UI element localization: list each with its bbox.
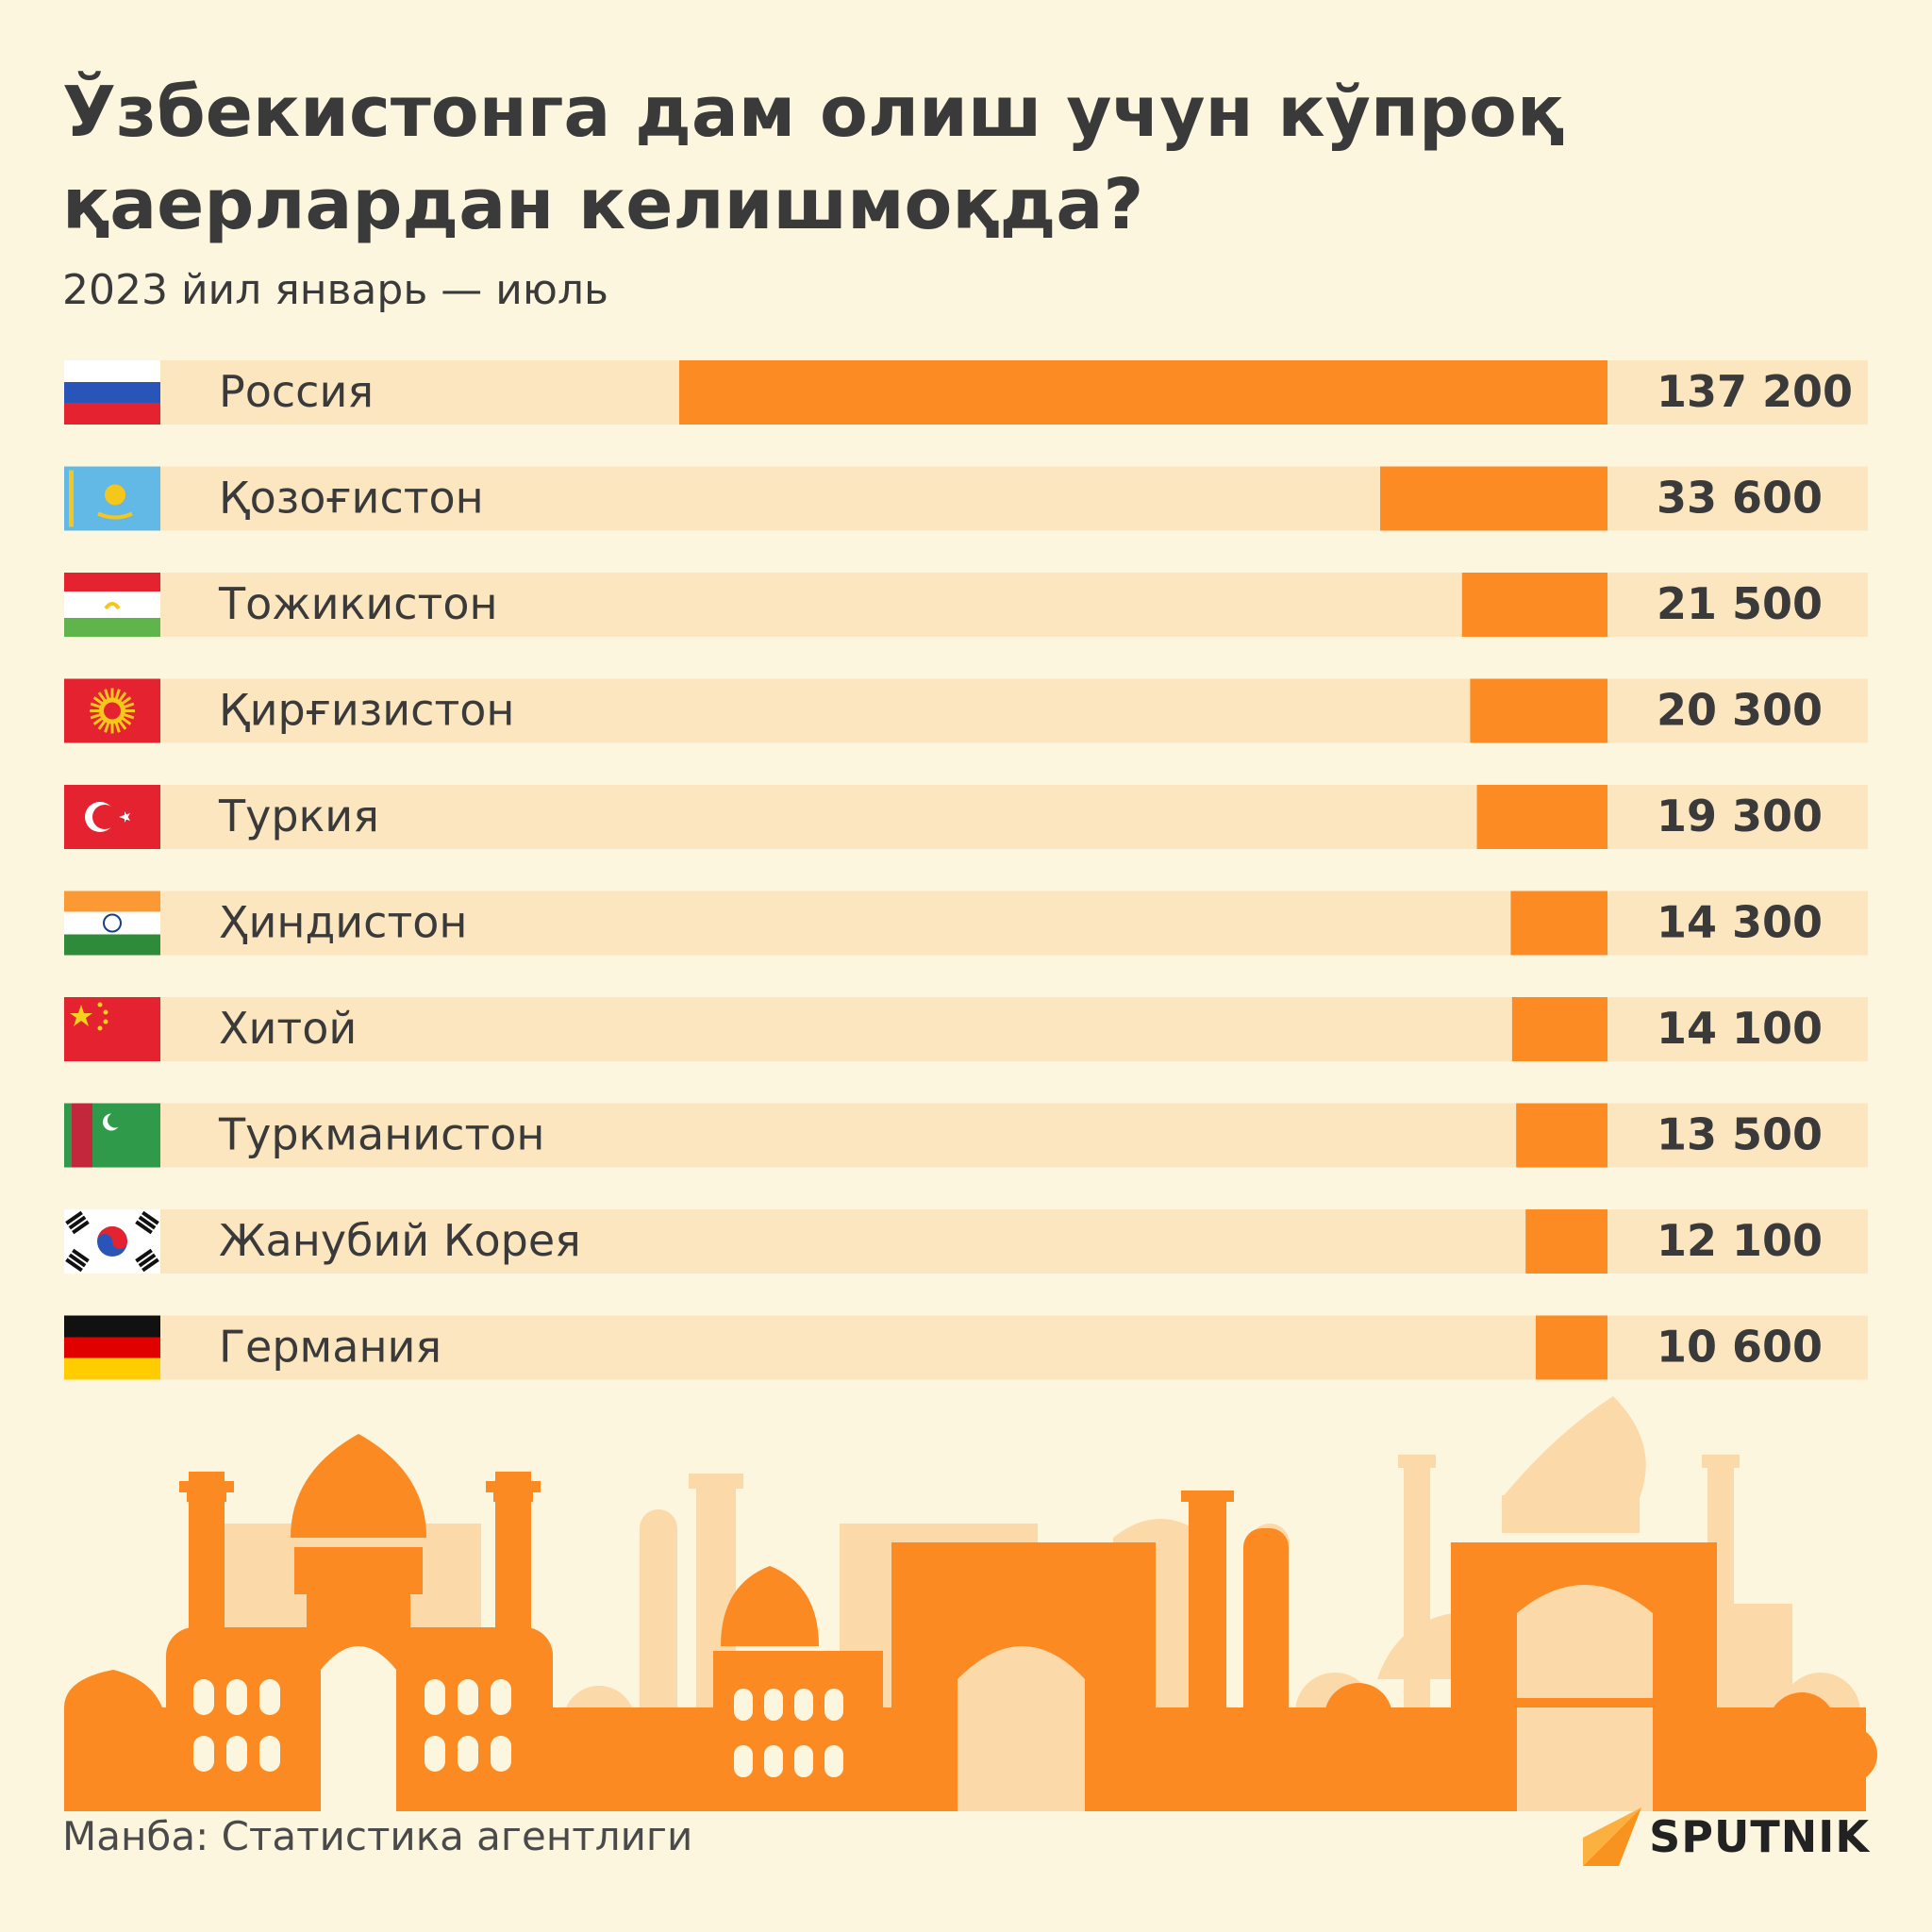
bar <box>679 360 1607 425</box>
india-flag <box>64 891 160 956</box>
bar <box>1461 573 1607 637</box>
kazakhstan-flag <box>64 466 160 531</box>
category-label: Тожикистон <box>218 578 498 629</box>
chart-row: Ҳиндистон 14 300 <box>64 891 1868 956</box>
value-label: 12 100 <box>1657 1215 1823 1266</box>
category-label: Жанубий Корея <box>219 1215 581 1266</box>
value-label: 14 300 <box>1657 897 1823 948</box>
value-label: 10 600 <box>1657 1322 1823 1373</box>
bar <box>1470 678 1607 743</box>
bar <box>1516 1103 1607 1168</box>
bar <box>1510 891 1607 956</box>
category-label: Қирғизистон <box>219 685 514 736</box>
category-label: Ҳиндистон <box>219 897 468 948</box>
value-label: 19 300 <box>1657 791 1823 841</box>
logo-text: SPUTNIK <box>1649 1811 1870 1862</box>
value-label: 21 500 <box>1657 578 1823 629</box>
category-label: Қозоғистон <box>219 473 484 524</box>
chart-row: Қозоғистон 33 600 <box>64 466 1868 531</box>
chart-row: Хитой 14 100 <box>64 997 1868 1061</box>
russia-flag <box>64 360 160 425</box>
south-korea-flag <box>64 1209 160 1274</box>
bar <box>1380 466 1607 531</box>
skyline-windows <box>193 1585 1653 1811</box>
chart-title: Ўзбекистонга дам олиш учун кўпроқ қаерла… <box>62 72 1565 245</box>
chart-row: Россия 137 200 <box>64 360 1868 425</box>
chart-row: Жанубий Корея 12 100 <box>64 1209 1868 1274</box>
bar-track <box>160 785 1868 849</box>
germany-flag <box>64 1315 160 1380</box>
category-label: Хитой <box>219 1003 357 1054</box>
skyline-illustration <box>64 1396 1877 1811</box>
category-label: Россия <box>219 366 374 417</box>
sputnik-logo: SPUTNIK <box>1581 1804 1870 1870</box>
bar <box>1525 1209 1607 1274</box>
value-label: 14 100 <box>1657 1003 1823 1054</box>
bar <box>1476 785 1607 849</box>
china-flag <box>64 997 160 1061</box>
turkmenistan-flag <box>64 1103 160 1168</box>
chart-row: Туркия 19 300 <box>64 785 1868 849</box>
value-label: 33 600 <box>1657 473 1823 524</box>
tajikistan-flag <box>64 573 160 637</box>
chart-subtitle: 2023 йил январь — июль <box>62 266 608 314</box>
category-label: Туркия <box>218 791 379 841</box>
chart-row: Тожикистон 21 500 <box>64 573 1868 637</box>
bar <box>1511 997 1607 1061</box>
source-note: Манба: Статистика агентлиги <box>62 1813 693 1859</box>
value-label: 137 200 <box>1657 366 1853 417</box>
category-label: Туркманистон <box>218 1109 544 1160</box>
kyrgyzstan-flag <box>64 678 160 743</box>
value-label: 13 500 <box>1657 1109 1823 1160</box>
sputnik-arrow-icon <box>1583 1807 1642 1866</box>
bar-chart: Россия 137 200 Қозоғистон 33 600 Тожикистон 2… <box>64 360 1868 1380</box>
bar-track <box>160 997 1868 1061</box>
chart-row: Қирғизистон 20 300 <box>64 678 1868 743</box>
bar <box>1535 1315 1607 1380</box>
chart-row: Германия 10 600 <box>64 1315 1868 1380</box>
chart-row: Туркманистон 13 500 <box>64 1103 1868 1168</box>
value-label: 20 300 <box>1657 685 1823 736</box>
category-label: Германия <box>219 1322 441 1373</box>
turkey-flag <box>64 785 160 849</box>
